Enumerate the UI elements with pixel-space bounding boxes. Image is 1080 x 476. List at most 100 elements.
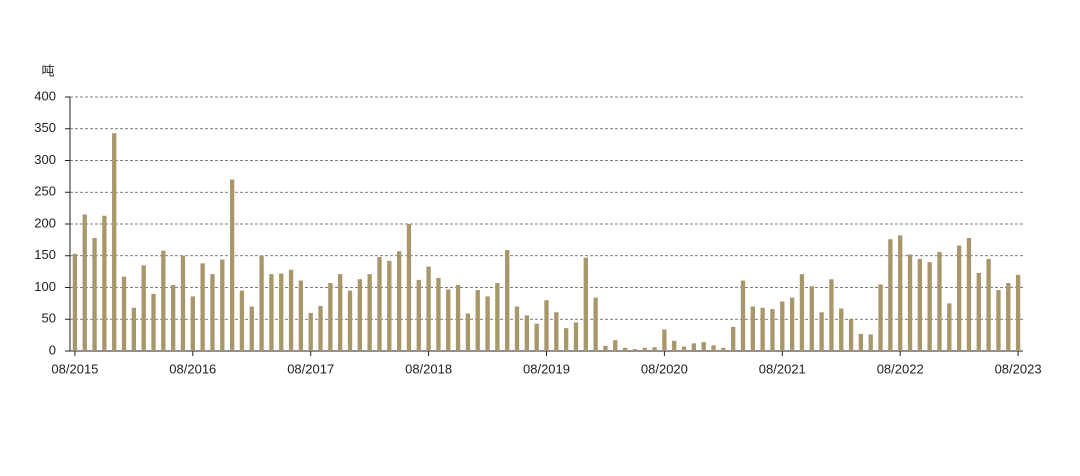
bar — [200, 263, 205, 351]
bar — [446, 289, 451, 351]
bar — [485, 296, 490, 351]
bar — [338, 274, 343, 351]
bar — [239, 290, 245, 351]
bar — [996, 290, 1001, 351]
bar — [524, 315, 530, 351]
bar — [92, 237, 97, 351]
bar — [583, 257, 588, 351]
bar — [220, 259, 225, 351]
y-tick-label: 400 — [34, 88, 56, 103]
bar — [927, 262, 932, 351]
bar — [642, 347, 647, 351]
bar — [406, 224, 412, 351]
bar — [170, 284, 176, 351]
bar — [937, 251, 942, 351]
bar — [907, 254, 913, 351]
bar — [563, 328, 569, 351]
bar — [249, 306, 254, 351]
bar — [966, 237, 972, 351]
bar — [455, 284, 461, 351]
bar — [721, 347, 726, 351]
x-tick-label: 08/2016 — [169, 361, 216, 376]
bar — [701, 342, 706, 351]
x-tick-label: 08/2022 — [877, 361, 924, 376]
bar — [976, 272, 981, 351]
bar — [298, 280, 304, 351]
bar — [505, 250, 510, 351]
bar — [750, 306, 755, 351]
bar — [848, 319, 854, 351]
bar — [347, 290, 353, 351]
bar — [377, 257, 382, 351]
bar — [308, 312, 313, 351]
bar — [131, 307, 137, 351]
bar — [357, 279, 362, 351]
y-axis-label: 吨 — [41, 63, 54, 78]
y-tick-label: 350 — [34, 120, 56, 135]
bar — [121, 276, 127, 351]
y-tick-label: 100 — [34, 279, 56, 294]
bar — [1006, 283, 1011, 351]
bar — [839, 308, 844, 351]
bar — [514, 306, 520, 351]
bar — [691, 343, 697, 351]
bar — [102, 215, 107, 351]
bar — [72, 253, 78, 351]
bar — [259, 255, 264, 351]
bar — [475, 290, 480, 351]
bar — [180, 255, 186, 351]
bar — [534, 323, 539, 351]
bar — [898, 235, 903, 351]
bar — [878, 284, 883, 351]
bar — [190, 296, 195, 351]
bar — [387, 260, 392, 351]
x-tick-label: 08/2021 — [759, 361, 806, 376]
bar — [858, 333, 864, 351]
y-tick-label: 0 — [49, 342, 56, 357]
bar — [662, 329, 667, 351]
bar — [888, 239, 893, 351]
bar — [465, 313, 471, 351]
bar — [632, 349, 638, 351]
x-tick-label: 08/2018 — [405, 361, 452, 376]
y-tick-label: 50 — [42, 311, 56, 326]
y-tick-label: 250 — [34, 184, 56, 199]
bar — [652, 347, 657, 351]
bar — [82, 214, 87, 351]
bar — [740, 280, 746, 351]
bar — [416, 279, 421, 351]
x-tick-label: 08/2019 — [523, 361, 570, 376]
bar — [731, 326, 736, 351]
bar — [917, 258, 923, 351]
bar — [780, 301, 785, 351]
bar — [436, 277, 441, 351]
bar — [819, 312, 824, 351]
y-tick-label: 300 — [34, 152, 56, 167]
bar — [367, 274, 372, 351]
bar — [151, 293, 156, 351]
bar — [141, 265, 146, 351]
bar — [681, 346, 687, 351]
bar — [161, 250, 166, 351]
bar — [956, 245, 962, 351]
y-tick-label: 150 — [34, 247, 56, 262]
bar — [613, 340, 618, 351]
bar — [593, 297, 598, 351]
bar — [573, 322, 579, 351]
bar — [986, 258, 991, 351]
bar — [269, 274, 274, 351]
bar — [770, 309, 775, 351]
bar — [426, 266, 431, 351]
bar — [229, 179, 235, 351]
bar — [495, 283, 500, 351]
x-tick-label: 08/2020 — [641, 361, 688, 376]
bar — [789, 297, 795, 351]
bar — [318, 305, 323, 351]
bar — [711, 345, 716, 351]
x-tick-label: 08/2023 — [995, 361, 1042, 376]
bar — [279, 273, 284, 351]
y-tick-label: 200 — [34, 215, 56, 230]
bar — [112, 133, 117, 351]
x-tick-label: 08/2017 — [287, 361, 334, 376]
